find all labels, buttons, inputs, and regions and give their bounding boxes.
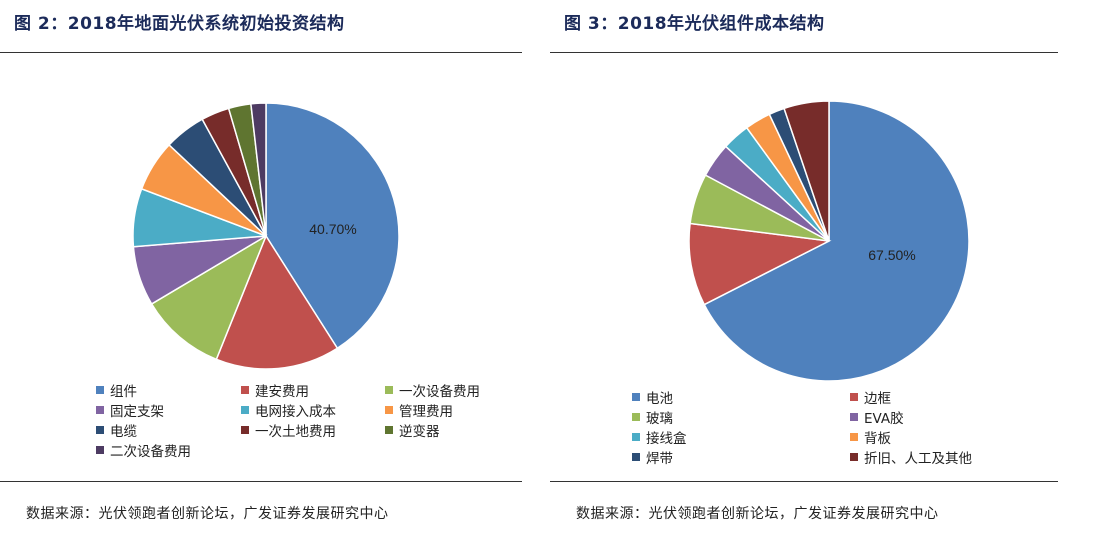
legend-swatch [241,426,249,434]
data-label: 67.50% [868,247,915,263]
legend-label: 边框 [864,391,891,407]
pie-slice-10 [250,102,267,237]
legend-label: 电池 [646,391,673,407]
legend-item: 逆变器 [385,420,440,440]
legend-label: 一次设备费用 [399,384,480,400]
pie-slice-2 [688,222,832,306]
legend-label: 建安费用 [255,384,309,400]
data-label: 40.70% [309,221,356,237]
pie-slice-1 [703,100,970,382]
legend-swatch [850,413,858,421]
legend-label: 管理费用 [399,404,453,420]
legend-item: 焊带 [632,447,673,467]
legend-item: 一次土地费用 [241,420,336,440]
legend-swatch [241,406,249,414]
legend-label: 背板 [864,431,891,447]
figure-2-top-rule [0,52,522,53]
legend-label: 组件 [110,384,137,400]
figure-3-bottom-rule [550,481,1058,482]
legend-item: 背板 [850,427,891,447]
legend-item: 玻璃 [632,407,673,427]
figure-3-panel: 图 3：2018年光伏组件成本结构 67.50% 电池 边框玻璃 EVA胶接线盒 背板… [550,0,1090,546]
legend-label: 折旧、人工及其他 [864,451,972,467]
pie-slice-8 [783,100,830,242]
legend-item: 二次设备费用 [96,440,191,460]
legend-item: 电网接入成本 [241,400,336,420]
pie-slice-2 [215,234,339,370]
legend-item: 一次设备费用 [385,380,480,400]
legend-item: 建安费用 [241,380,309,400]
figure-2-title: 图 2：2018年地面光伏系统初始投资结构 [14,14,345,34]
legend-item: 折旧、人工及其他 [850,447,972,467]
legend-item: EVA胶 [850,407,904,427]
figure-3-title: 图 3：2018年光伏组件成本结构 [564,14,825,34]
figure-2-bottom-rule [0,481,522,482]
legend-label: 一次土地费用 [255,424,336,440]
legend-item: 组件 [96,380,137,400]
legend-label: 二次设备费用 [110,444,191,460]
legend-swatch [96,386,104,394]
figure-3-pie-chart: 67.50% [688,100,970,382]
legend-swatch [632,393,640,401]
legend-label: 焊带 [646,451,673,467]
legend-item: 固定支架 [96,400,164,420]
legend-swatch [96,426,104,434]
legend-swatch [96,406,104,414]
figure-2-panel: 图 2：2018年地面光伏系统初始投资结构 40.70% 组件 建安费用 一次设备费… [0,0,540,546]
figure-2-source: 数据来源：光伏领跑者创新论坛，广发证券发展研究中心 [26,506,389,522]
legend-swatch [850,393,858,401]
legend-swatch [850,453,858,461]
legend-label: 固定支架 [110,404,164,420]
legend-swatch [96,446,104,454]
figure-3-source: 数据来源：光伏领跑者创新论坛，广发证券发展研究中心 [576,506,939,522]
legend-swatch [850,433,858,441]
legend-swatch [632,433,640,441]
legend-item: 边框 [850,387,891,407]
legend-swatch [632,413,640,421]
figure-3-top-rule [550,52,1058,53]
legend-swatch [385,406,393,414]
legend-label: 电缆 [110,424,137,440]
legend-item: 电池 [632,387,673,407]
legend-label: 玻璃 [646,411,673,427]
pie-slice-3 [150,234,268,361]
legend-label: 逆变器 [399,424,440,440]
legend-label: 接线盒 [646,431,687,447]
legend-swatch [385,386,393,394]
legend-item: 电缆 [96,420,137,440]
legend-swatch [241,386,249,394]
legend-label: 电网接入成本 [255,404,336,420]
legend-item: 管理费用 [385,400,453,420]
figure-2-pie-chart: 40.70% [132,102,400,370]
legend-swatch [385,426,393,434]
legend-label: EVA胶 [864,411,904,427]
legend-swatch [632,453,640,461]
legend-item: 接线盒 [632,427,687,447]
